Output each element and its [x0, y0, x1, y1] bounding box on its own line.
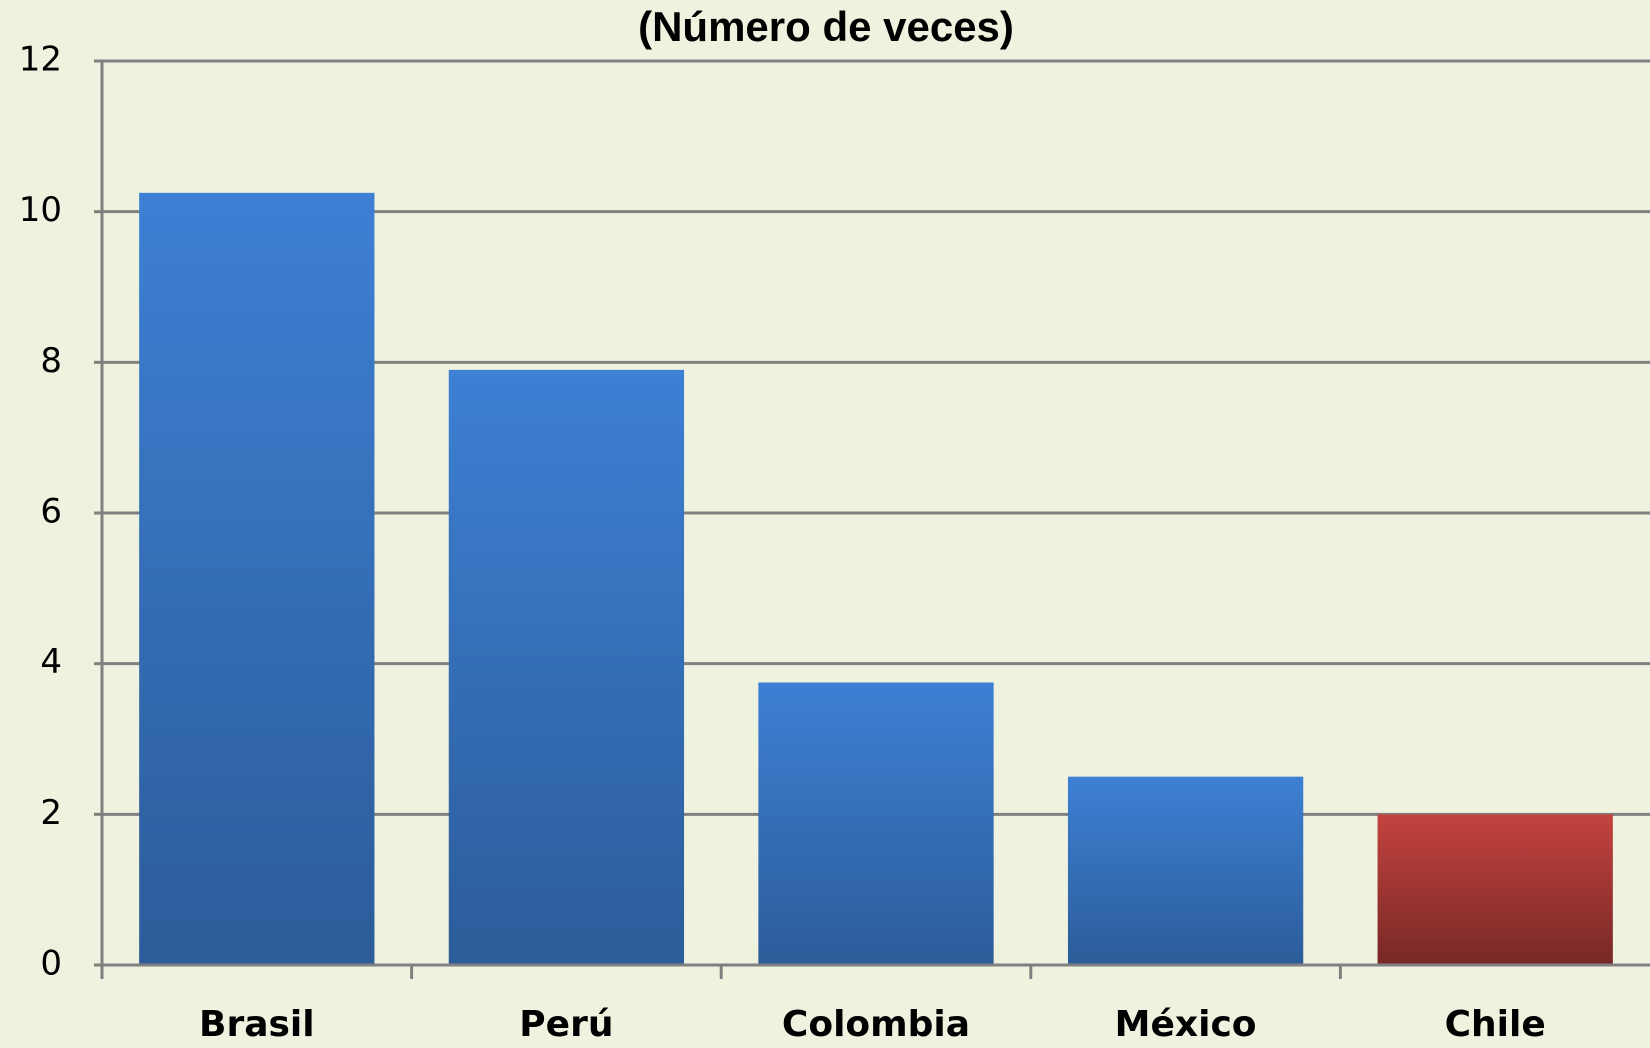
y-tick-label: 8 [40, 341, 62, 381]
x-tick-label: Perú [519, 1004, 613, 1045]
bar [1377, 814, 1613, 965]
x-tick-label: Brasil [199, 1004, 315, 1045]
x-tick-label: México [1115, 1004, 1257, 1045]
bar [758, 682, 994, 965]
y-tick-label: 4 [40, 642, 62, 682]
bar [1067, 776, 1304, 965]
bar [139, 192, 375, 966]
y-tick-label: 12 [19, 40, 62, 80]
x-tick-label: Colombia [782, 1004, 970, 1045]
x-tick-label: Chile [1445, 1004, 1546, 1045]
y-tick-label: 2 [40, 793, 62, 833]
y-tick-label: 6 [40, 492, 62, 532]
bar [448, 369, 685, 965]
y-tick-label: 0 [40, 944, 62, 984]
y-tick-label: 10 [19, 190, 62, 230]
chart-title: (Número de veces) [638, 3, 1014, 50]
